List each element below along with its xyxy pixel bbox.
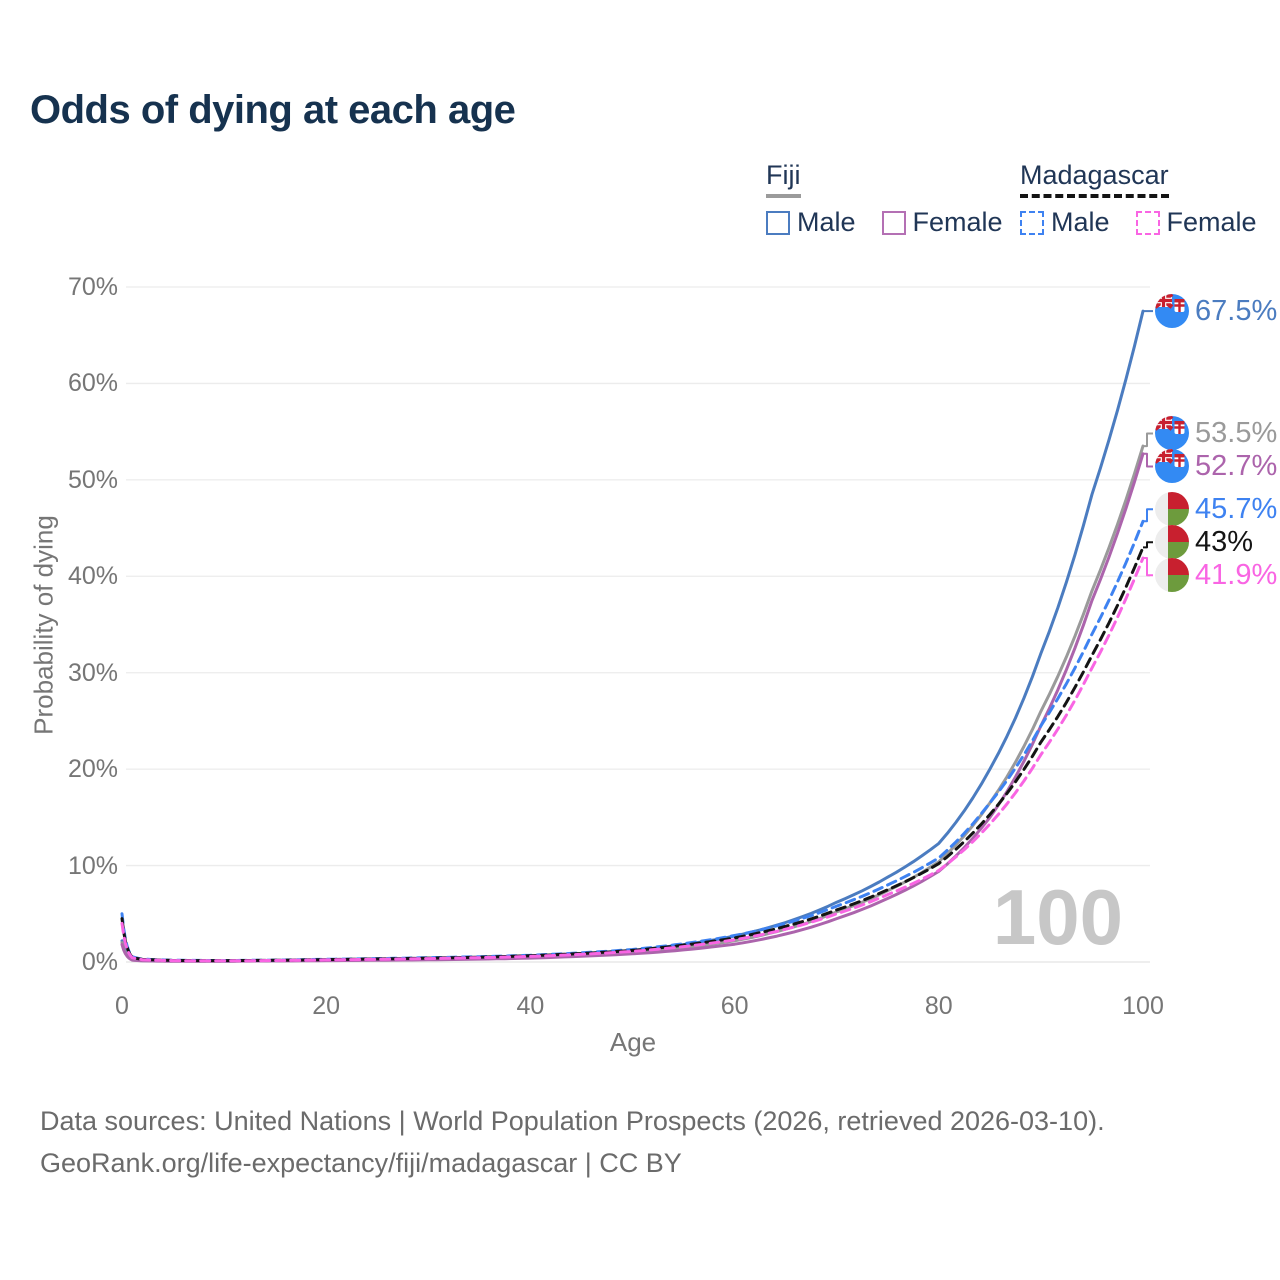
y-tick-label: 50% bbox=[67, 465, 118, 494]
x-axis-title: Age bbox=[609, 1027, 657, 1057]
end-label-value: 43% bbox=[1195, 525, 1254, 558]
y-tick-label: 10% bbox=[67, 851, 118, 880]
legend-item-label: Female bbox=[912, 207, 1003, 237]
label-connector bbox=[1143, 432, 1153, 448]
attribution-link: GeoRank.org/life-expectancy/fiji/madagas… bbox=[40, 1148, 682, 1178]
legend-item-fiji-female[interactable]: Female bbox=[881, 207, 1003, 238]
y-tick-label: 30% bbox=[67, 658, 118, 687]
page-title: Odds of dying at each age bbox=[30, 88, 516, 132]
fiji-male-swatch-icon bbox=[766, 210, 790, 235]
legend-items-madagascar: Male Female bbox=[1020, 207, 1257, 238]
label-connector bbox=[1143, 541, 1153, 549]
legend-item-label: Male bbox=[1051, 207, 1110, 237]
legend-item-madagascar-male[interactable]: Male bbox=[1020, 207, 1110, 238]
legend-group-madagascar-name: Madagascar bbox=[1020, 160, 1169, 198]
end-label-value: 41.9% bbox=[1195, 558, 1278, 591]
fiji-flag-icon bbox=[1155, 449, 1189, 484]
madagascar-male-swatch-icon bbox=[1020, 210, 1044, 235]
y-axis-title: Probability of dying bbox=[28, 515, 59, 735]
legend-items-fiji: Male Female bbox=[766, 207, 1003, 238]
legend-item-label: Male bbox=[797, 207, 856, 237]
end-label-madagascar-female: 41.9% bbox=[1155, 556, 1277, 594]
series-line-fiji-male bbox=[120, 309, 1145, 963]
madagascar-female-swatch-icon bbox=[1135, 210, 1160, 235]
label-connector bbox=[1143, 557, 1153, 577]
madagascar-flag-icon bbox=[1155, 558, 1189, 593]
end-label-fiji-female: 52.7% bbox=[1155, 447, 1277, 485]
series-line-fiji-both-sexes bbox=[120, 444, 1145, 963]
y-tick-label: 0% bbox=[81, 948, 118, 976]
end-label-value: 67.5% bbox=[1195, 294, 1278, 327]
madagascar-flag-icon bbox=[1155, 525, 1189, 560]
legend-group-madagascar: Madagascar Male Female bbox=[1020, 160, 1257, 238]
end-label-fiji-both-sexes: 53.5% bbox=[1155, 414, 1277, 452]
x-tick-label: 80 bbox=[924, 992, 953, 1020]
fiji-female-swatch-icon bbox=[881, 210, 906, 235]
label-connector bbox=[1143, 508, 1153, 523]
end-label-madagascar-both-sexes: 43% bbox=[1155, 523, 1253, 561]
series-line-madagascar-both-sexes bbox=[120, 545, 1145, 963]
y-tick-label: 40% bbox=[67, 562, 118, 591]
series-line-madagascar-male bbox=[120, 519, 1145, 963]
legend-group-fiji: Fiji Male Female bbox=[766, 160, 1003, 238]
x-tick-label: 60 bbox=[720, 992, 749, 1020]
end-label-madagascar-male: 45.7% bbox=[1155, 490, 1277, 528]
end-label-value: 45.7% bbox=[1195, 492, 1278, 525]
fiji-flag-icon bbox=[1155, 294, 1189, 329]
legend-group-fiji-name: Fiji bbox=[766, 160, 801, 198]
x-tick-label: 40 bbox=[516, 992, 545, 1020]
series-line-madagascar-female bbox=[120, 556, 1145, 963]
x-tick-label: 0 bbox=[115, 992, 129, 1020]
end-label-value: 53.5% bbox=[1195, 416, 1278, 449]
x-tick-label: 100 bbox=[1122, 992, 1164, 1020]
legend-item-label: Female bbox=[1166, 207, 1257, 237]
y-tick-label: 70% bbox=[67, 273, 118, 301]
label-connector bbox=[1143, 452, 1153, 468]
y-tick-label: 20% bbox=[67, 755, 118, 784]
fiji-flag-icon bbox=[1155, 416, 1189, 451]
series-line-fiji-female bbox=[120, 452, 1145, 963]
end-label-value: 52.7% bbox=[1195, 449, 1278, 482]
end-label-fiji-male: 67.5% bbox=[1155, 292, 1277, 330]
data-sources-text: Data sources: United Nations | World Pop… bbox=[40, 1106, 1105, 1136]
legend-item-madagascar-female[interactable]: Female bbox=[1135, 207, 1257, 238]
age-watermark: 100 bbox=[992, 873, 1123, 961]
x-tick-label: 20 bbox=[312, 992, 341, 1020]
legend-item-fiji-male[interactable]: Male bbox=[766, 207, 856, 238]
y-tick-label: 60% bbox=[67, 369, 118, 398]
madagascar-flag-icon bbox=[1155, 492, 1189, 527]
